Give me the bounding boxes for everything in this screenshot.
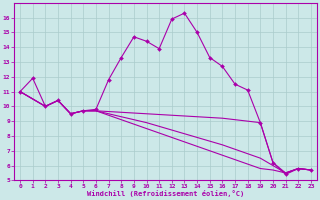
X-axis label: Windchill (Refroidissement éolien,°C): Windchill (Refroidissement éolien,°C) xyxy=(87,190,244,197)
